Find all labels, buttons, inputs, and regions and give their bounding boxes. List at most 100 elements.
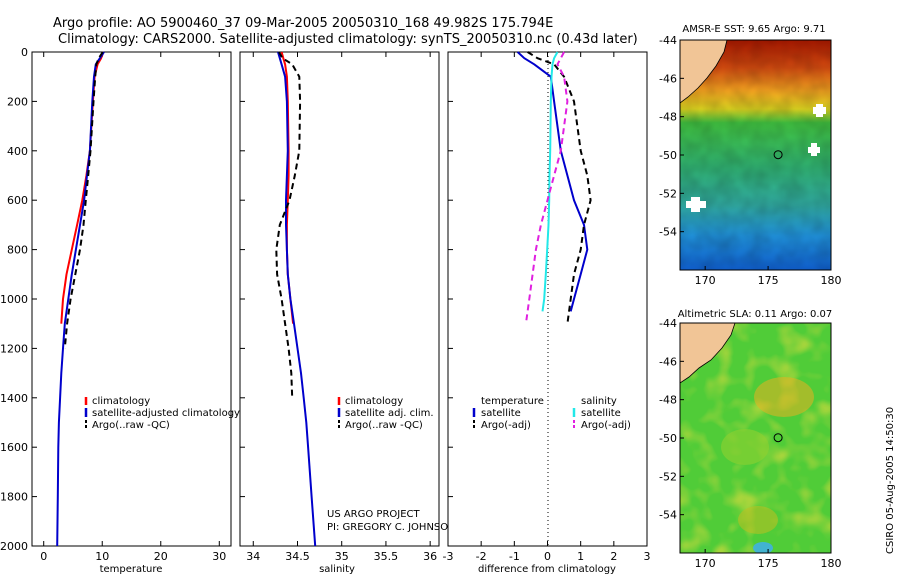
- legend-label-argo: Argo(..raw -QC): [92, 420, 170, 431]
- legend-label-satellite-adjusted: satellite-adjusted climatology: [92, 408, 240, 419]
- x-tick-label: 20: [154, 550, 168, 563]
- y-tick-label: -46: [659, 355, 677, 368]
- sla-anomaly: [738, 506, 778, 534]
- x-tick-label: 0: [40, 550, 47, 563]
- x-tick-label: 30: [212, 550, 226, 563]
- series-line-temperature-satellite: [516, 51, 589, 312]
- legend-group-salinity: salinity: [581, 396, 617, 407]
- credit-line1: US ARGO PROJECT: [327, 509, 421, 520]
- temperature-x-axis: 0 10 20 30: [40, 52, 226, 563]
- missing-data-patch: [811, 143, 817, 156]
- temperature-legend: climatology satellite-adjusted climatolo…: [84, 396, 240, 431]
- y-tick-label: -46: [659, 72, 677, 85]
- y-tick-label: 600: [7, 194, 28, 207]
- x-tick-label: 170: [695, 274, 716, 287]
- salinity-panel: 34 34.5 35 35.5 36 salinity climatology sate…: [239, 51, 456, 575]
- y-tick-label: -48: [659, 394, 677, 407]
- x-tick-label: -1: [509, 550, 520, 563]
- salinity-axis-label: salinity: [319, 564, 355, 575]
- difference-legend: temperature satellite Argo(-adj) salinit…: [472, 396, 631, 431]
- y-tick-label: -44: [659, 34, 677, 47]
- legend-label-argo: Argo(..raw -QC): [345, 420, 423, 431]
- y-tick-label: -52: [659, 470, 677, 483]
- land-mass: [680, 323, 736, 384]
- y-tick-label: -54: [659, 226, 677, 239]
- series-line-satellite-adjusted-climatology: [56, 51, 105, 547]
- float-position-marker: [773, 150, 783, 160]
- y-tick-label: 1000: [0, 293, 28, 306]
- legend-label-sal-argo: Argo(-adj): [581, 420, 631, 431]
- x-tick-label: 34: [246, 550, 260, 563]
- difference-axis-label: difference from climatology: [478, 564, 616, 575]
- x-tick-label: 2: [610, 550, 617, 563]
- sst-map-axes: 170 175 180 -44 -46 -48 -50 -52 -54: [659, 34, 841, 287]
- salinity-legend: climatology satellite adj. clim. Argo(..…: [337, 396, 434, 431]
- x-tick-label: 180: [821, 274, 842, 287]
- y-tick-label: 1600: [0, 441, 28, 454]
- sla-anomaly-low: [753, 542, 773, 553]
- y-tick-label: -48: [659, 111, 677, 124]
- y-tick-label: 1400: [0, 392, 28, 405]
- legend-label-temp-argo: Argo(-adj): [481, 420, 531, 431]
- y-tick-label: 1200: [0, 342, 28, 355]
- legend-group-temperature: temperature: [481, 396, 544, 407]
- y-tick-label: 200: [7, 95, 28, 108]
- series-line-salinity-satellite: [541, 51, 559, 312]
- difference-panel: -3 -2 -1 0 1 2 3 difference from climatology t…: [443, 51, 651, 575]
- legend-label-climatology: climatology: [345, 396, 403, 407]
- x-tick-label: 1: [577, 550, 584, 563]
- figure-title-line2: Climatology: CARS2000. Satellite-adjuste…: [58, 32, 638, 47]
- missing-data-patch: [691, 197, 700, 212]
- y-tick-label: 400: [7, 145, 28, 158]
- x-tick-label: -2: [476, 550, 487, 563]
- x-tick-label: 34.5: [285, 550, 310, 563]
- y-tick-label: -50: [659, 149, 677, 162]
- y-tick-label: -50: [659, 432, 677, 445]
- land-mass: [680, 40, 728, 104]
- x-tick-label: 3: [644, 550, 651, 563]
- float-position-marker: [773, 433, 783, 443]
- temperature-plot-frame: [31, 51, 232, 547]
- difference-plot-frame: [447, 51, 648, 547]
- legend-label-sal-satellite: satellite: [581, 408, 621, 419]
- x-tick-label: 175: [758, 557, 779, 570]
- credit-line2: PI: GREGORY C. JOHNSON: [327, 522, 456, 533]
- sla-map-axes: 170 175 180 -44 -46 -48 -50 -52 -54: [659, 317, 841, 570]
- temperature-panel: 0 200 400 600 800 1000 1200 1400 1600 1800 2000 0 1…: [0, 46, 240, 575]
- y-tick-label: 800: [7, 244, 28, 257]
- temperature-axis-label: temperature: [100, 564, 163, 575]
- x-tick-label: 10: [95, 550, 109, 563]
- sst-map-panel: AMSR-E SST: 9.65 Argo: 9.71 170 175 180 -44…: [659, 24, 841, 287]
- y-tick-label: -52: [659, 187, 677, 200]
- y-tick-label: 1800: [0, 491, 28, 504]
- x-tick-label: -3: [443, 550, 454, 563]
- sla-anomaly-high: [754, 377, 814, 417]
- x-tick-label: 35.5: [374, 550, 399, 563]
- legend-label-climatology: climatology: [92, 396, 150, 407]
- x-tick-label: 35: [335, 550, 349, 563]
- x-tick-label: 0: [544, 550, 551, 563]
- sla-anomaly: [721, 429, 769, 465]
- legend-label-temp-satellite: satellite: [481, 408, 521, 419]
- y-tick-label: 2000: [0, 540, 28, 553]
- salinity-x-axis: 34 34.5 35 35.5 36: [240, 51, 437, 563]
- salinity-series: [275, 51, 317, 547]
- sla-map-panel: Altimetric SLA: 0.11 Argo: 0.07 170 175 18…: [659, 309, 841, 570]
- temperature-depth-axis: 0 200 400 600 800 1000 1200 1400 1600 1800 2000: [0, 46, 37, 553]
- y-tick-label: -44: [659, 317, 677, 330]
- y-tick-label: 0: [21, 46, 28, 59]
- series-line-argo-raw-qc: [275, 51, 302, 398]
- legend-label-satellite-adj: satellite adj. clim.: [345, 408, 434, 419]
- salinity-plot-frame: [239, 51, 440, 547]
- temperature-series: [56, 51, 105, 547]
- missing-data-patch: [816, 104, 823, 117]
- sla-map-title: Altimetric SLA: 0.11 Argo: 0.07: [678, 309, 833, 320]
- x-tick-label: 175: [758, 274, 779, 287]
- side-stamp: CSIRO 05-Aug-2005 14:50:30: [885, 407, 896, 554]
- x-tick-label: 170: [695, 557, 716, 570]
- sst-map-title: AMSR-E SST: 9.65 Argo: 9.71: [682, 24, 825, 35]
- x-tick-label: 36: [423, 550, 437, 563]
- x-tick-label: 180: [821, 557, 842, 570]
- series-line-satellite-adj-clim: [277, 51, 317, 547]
